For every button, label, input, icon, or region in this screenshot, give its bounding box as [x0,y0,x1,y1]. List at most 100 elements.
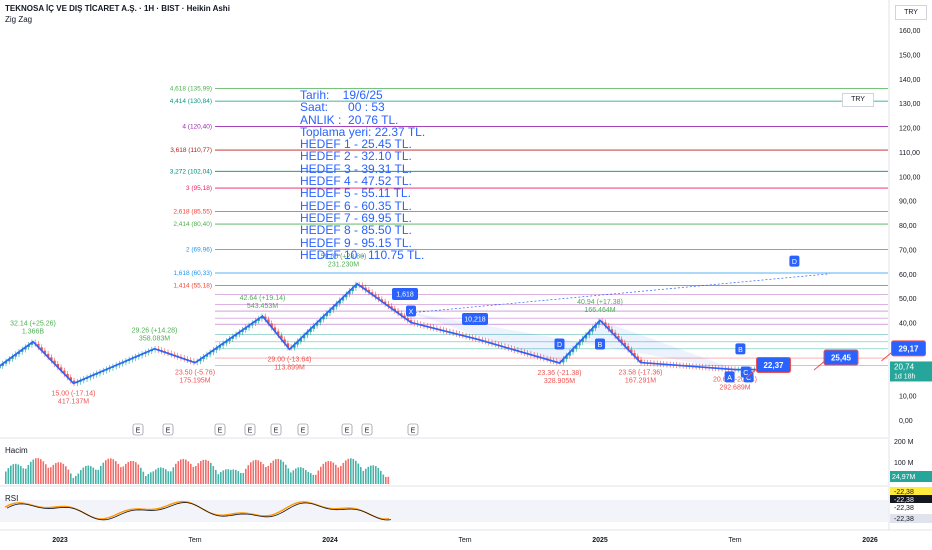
volume-bar [10,465,12,484]
event-marker [244,423,256,436]
candle-body [338,300,341,304]
volume-bar [85,465,87,484]
pivot-volume-label: 175.195M [179,378,210,385]
volume-bar [237,471,240,484]
info-line: HEDEF 8 - 85.50 TL. [300,223,412,238]
pivot-label: 32.14 (+25.26) [10,321,56,328]
candle-body [0,365,1,369]
pattern-point-label: X [409,309,414,316]
volume-bar [230,469,232,484]
candle-body [562,359,565,363]
currency-button[interactable]: TRY [895,5,927,20]
event-marker [407,423,419,436]
volume-bar [287,468,290,484]
info-line: HEDEF 2 - 32.10 TL. [300,149,412,164]
volume-bar [20,466,22,484]
fib-level-label: 3,618 (110,77) [170,147,212,154]
candle-body [345,294,348,298]
candle-body [623,342,627,347]
volume-bar [322,463,325,484]
candle-body [225,341,228,344]
candle-body [578,341,581,346]
volume-bar [65,466,67,484]
candle-body [328,309,332,314]
volume-bar [220,472,222,484]
candle-body [296,341,299,345]
info-line: HEDEF 5 - 55.11 TL. [300,186,411,201]
pattern-point-label: B [598,342,603,349]
volume-bar [387,476,390,484]
volume-bar [165,469,167,484]
volume-bar [215,469,217,484]
candle-body [286,343,290,348]
info-line: ANLIK : 20.76 TL. [300,112,399,127]
volume-bar [305,469,307,484]
zigzag-line [0,282,776,385]
info-line: HEDEF 9 - 95.15 TL. [300,235,412,250]
volume-bar [152,471,155,484]
volume-bar [222,470,225,484]
info-line: HEDEF 6 - 60.35 TL. [300,198,412,213]
info-line: Toplama yeri: 22.37 TL. [300,124,426,139]
volume-bar [170,471,172,484]
volume-bar [212,466,215,484]
volume-value-badge [890,471,932,482]
volume-bar [82,467,85,484]
pattern-point-label: C [746,375,751,382]
volume-bar [75,476,77,484]
volume-bar [310,473,312,484]
candle-body [8,358,11,362]
fib-level-label: 1,618 (60,33) [173,270,212,277]
candle-body [322,316,325,320]
indicator-label[interactable]: Zig Zag [5,15,33,24]
rsi-axis-label: -22,38 [894,489,914,496]
volume-bar [15,463,17,484]
rsi-band [0,500,888,522]
volume-bar [120,467,122,484]
volume-bar [197,463,200,484]
candle-body [335,303,338,307]
candle-body [30,342,34,345]
info-line: HEDEF 4 - 47.52 TL. [300,174,412,189]
event-marker [341,423,353,436]
volume-bar [210,462,212,484]
volume-bar [252,460,255,484]
volume-bar [105,460,107,484]
pivot-volume-label: 543.453M [247,303,278,310]
volume-bar [192,466,195,484]
candle-body [66,373,69,378]
extra-badge [392,288,418,300]
fib-level-label: 2 (69,96) [186,247,212,254]
volume-bar [100,465,102,484]
candle-body [597,321,601,325]
candle-body [361,285,364,288]
volume-bar [272,460,275,484]
volume-bar [320,466,322,484]
candle-body [633,352,636,357]
candle-body [626,346,630,350]
y-tick-label: 60,00 [899,272,917,279]
volume-bar [377,467,380,484]
x-tick-label: Tem [458,537,471,544]
rsi-pane-label: RSI [5,494,19,503]
candle-body [380,299,384,302]
volume-bar [265,467,267,484]
volume-bar [185,459,187,484]
volume-pane-label: Hacim [5,446,28,455]
candle-body [199,358,202,362]
rsi-value-badge [890,487,932,496]
volume-bar [180,459,182,484]
candle-body [302,335,306,339]
candle-body [221,343,225,346]
volume-bar [25,468,27,484]
event-label: E [411,428,416,435]
pattern-point-badge [735,343,746,355]
volume-bar [367,466,370,484]
volume-bar [345,460,347,484]
candle-body [617,336,620,340]
candle-body [588,331,591,336]
x-tick-label: Tem [728,537,741,544]
event-label: E [136,428,141,435]
volume-bar [110,458,112,484]
